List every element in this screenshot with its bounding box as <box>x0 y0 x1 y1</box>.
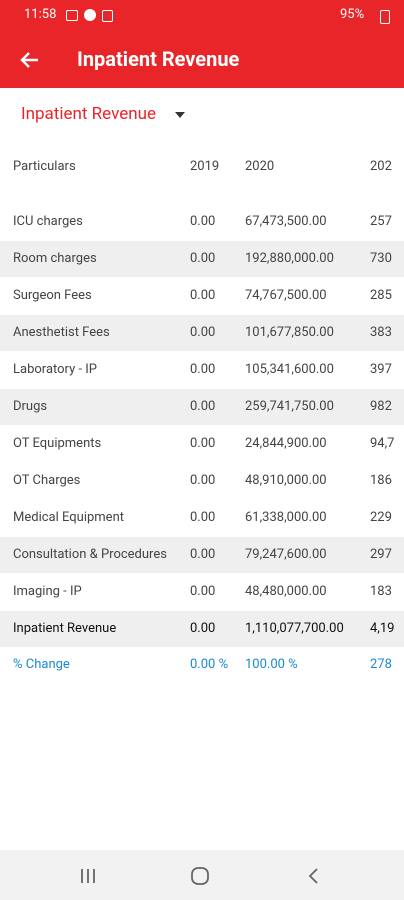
table-cell: 0.00 <box>190 584 216 599</box>
status-time: 11:58 <box>24 7 57 22</box>
status-battery: 95% <box>340 7 365 22</box>
table-cell: 0.00 <box>190 547 216 562</box>
table-cell: Room charges <box>13 251 97 266</box>
table-cell: 24,844,900.00 <box>245 436 327 451</box>
table-cell: OT Equipments <box>13 436 102 451</box>
row-bg <box>0 241 404 277</box>
row-bg <box>0 315 404 351</box>
change-cell: 0.00 % <box>190 657 229 672</box>
table-cell: 48,910,000.00 <box>245 473 327 488</box>
total-cell: Inpatient Revenue <box>13 621 117 636</box>
change-cell: 100.00 % <box>245 657 298 672</box>
status-icon <box>102 10 113 22</box>
battery-icon <box>380 10 390 24</box>
row-bg <box>0 389 404 425</box>
table-cell: Surgeon Fees <box>13 288 92 303</box>
column-header: 2020 <box>245 159 275 174</box>
table-cell: 101,677,850.00 <box>245 325 334 340</box>
table-cell: 61,338,000.00 <box>245 510 327 525</box>
app-bar <box>0 0 404 88</box>
table-cell: 229 <box>370 510 392 525</box>
table-cell: 257 <box>370 214 392 229</box>
column-header: 202 <box>370 159 392 174</box>
table-cell: 94,7 <box>370 436 395 451</box>
table-cell: 0.00 <box>190 510 216 525</box>
table-cell: 0.00 <box>190 436 216 451</box>
table-cell: 48,480,000.00 <box>245 584 327 599</box>
table-cell: 0.00 <box>190 325 216 340</box>
status-icon <box>66 10 78 21</box>
table-cell: Imaging - IP <box>13 584 82 599</box>
table-cell: 0.00 <box>190 399 216 414</box>
total-cell: 0.00 <box>190 621 216 636</box>
table-cell: 0.00 <box>190 214 216 229</box>
table-cell: 397 <box>370 362 392 377</box>
table-cell: ICU charges <box>13 214 83 229</box>
table-cell: 259,741,750.00 <box>245 399 334 414</box>
back-button[interactable] <box>18 49 42 71</box>
table-cell: Anesthetist Fees <box>13 325 110 340</box>
table-cell: 183 <box>370 584 392 599</box>
table-cell: 0.00 <box>190 288 216 303</box>
table-cell: 0.00 <box>190 362 216 377</box>
table-cell: 730 <box>370 251 392 266</box>
table-cell: 192,880,000.00 <box>245 251 334 266</box>
column-header: 2019 <box>190 159 220 174</box>
table-cell: Medical Equipment <box>13 510 125 525</box>
table-cell: 67,473,500.00 <box>245 214 327 229</box>
table-cell: Consultation & Procedures <box>13 547 167 562</box>
report-selector[interactable]: Inpatient Revenue <box>21 104 156 124</box>
table-cell: 383 <box>370 325 392 340</box>
table-cell: 0.00 <box>190 251 216 266</box>
table-cell: Drugs <box>13 399 48 414</box>
nav-back[interactable] <box>304 866 324 886</box>
column-header: Particulars <box>13 159 76 174</box>
table-cell: OT Charges <box>13 473 81 488</box>
table-cell: 79,247,600.00 <box>245 547 327 562</box>
table-cell: 105,341,600.00 <box>245 362 334 377</box>
nav-home[interactable] <box>190 866 210 886</box>
header-title: Inpatient Revenue <box>77 47 240 71</box>
table-cell: 186 <box>370 473 392 488</box>
change-cell: % Change <box>13 657 70 672</box>
table-cell: Laboratory - IP <box>13 362 97 377</box>
nav-recents[interactable] <box>78 866 98 886</box>
row-bg <box>0 611 404 647</box>
nav-bar <box>0 850 404 900</box>
table-cell: 982 <box>370 399 392 414</box>
total-cell: 1,110,077,700.00 <box>245 621 344 636</box>
total-cell: 4,19 <box>370 621 395 636</box>
row-bg <box>0 537 404 573</box>
table-cell: 74,767,500.00 <box>245 288 327 303</box>
table-cell: 0.00 <box>190 473 216 488</box>
table-cell: 297 <box>370 547 392 562</box>
change-cell: 278 <box>370 657 392 672</box>
table-cell: 285 <box>370 288 392 303</box>
status-icon <box>84 9 96 21</box>
dropdown-arrow[interactable] <box>174 111 186 119</box>
